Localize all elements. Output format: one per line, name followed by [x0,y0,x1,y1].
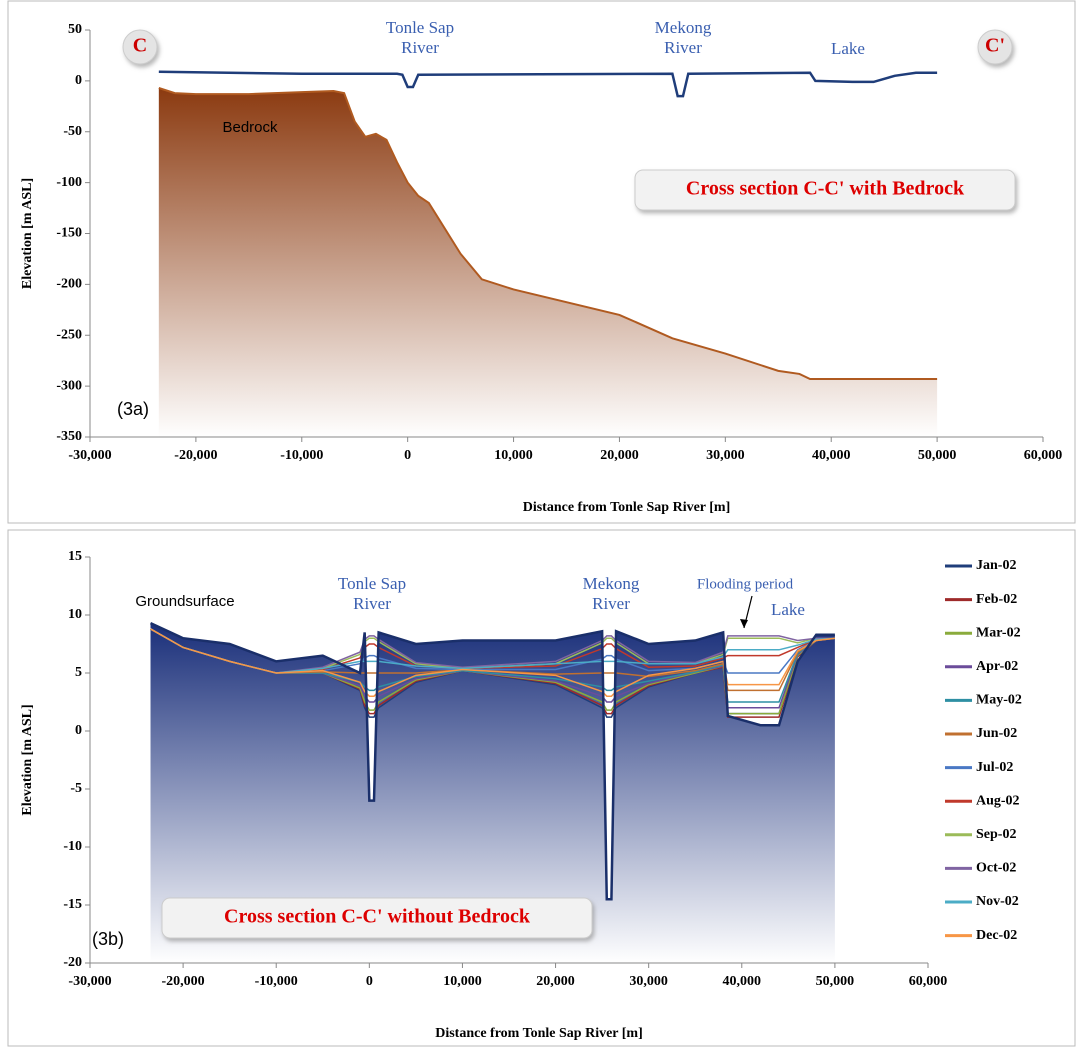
x-tick-label: 40,000 [723,974,762,989]
y-tick-label: -300 [56,378,82,393]
legend-label: Jul-02 [976,760,1013,775]
x-tick-label: -20,000 [162,974,205,989]
annotation: Flooding period [697,576,794,592]
annotation: Lake [771,600,805,619]
y-tick-label: -250 [56,327,82,342]
annotation: Tonle Sap [338,574,406,593]
legend-label: Jun-02 [976,726,1017,741]
annotation: River [401,38,439,57]
y-tick-label: -20 [63,955,82,970]
figure: 500-50-100-150-200-250-300-350-30,000-20… [0,0,1078,1048]
y-tick-label: -150 [56,226,82,241]
legend-label: Aug-02 [976,793,1020,808]
x-tick-label: -20,000 [174,448,217,463]
y-tick-label: -50 [63,124,82,139]
x-tick-label: -30,000 [68,974,111,989]
x-tick-label: 10,000 [443,974,482,989]
x-tick-label: -10,000 [255,974,298,989]
x-tick-label: 0 [366,974,373,989]
x-tick-label: 10,000 [494,448,533,463]
annotation: Cross section C-C' with Bedrock [686,178,965,200]
y-axis-title: Elevation [m ASL] [20,704,35,815]
legend-label: Oct-02 [976,861,1016,876]
x-tick-label: 0 [404,448,411,463]
x-tick-label: -30,000 [68,448,111,463]
y-tick-label: -200 [56,277,82,292]
x-tick-label: 50,000 [816,974,855,989]
page: {"chart_data": [ {"type": "line", "xlabe… [0,0,1078,1053]
y-tick-label: -5 [70,781,82,796]
annotation: River [592,594,630,613]
y-tick-label: -100 [56,175,82,190]
annotation: Tonle Sap [386,18,454,37]
y-tick-label: 50 [68,22,82,37]
annotation: River [353,594,391,613]
x-tick-label: 60,000 [1024,448,1063,463]
y-tick-label: 15 [68,549,82,564]
y-tick-label: 0 [75,73,82,88]
legend-label: Sep-02 [976,827,1016,842]
y-axis-title: Elevation [m ASL] [20,178,35,289]
annotation: River [664,38,702,57]
x-axis-title: Distance from Tonle Sap River [m] [523,500,731,515]
annotation: C [133,35,147,57]
annotation: Cross section C-C' without Bedrock [224,906,531,928]
x-tick-label: 40,000 [812,448,851,463]
annotation: C' [985,35,1005,57]
y-tick-label: -10 [63,839,82,854]
x-tick-label: 20,000 [600,448,639,463]
annotation: Mekong [583,574,640,593]
legend-label: Nov-02 [976,894,1019,909]
y-tick-label: 0 [75,723,82,738]
y-tick-label: -15 [63,897,82,912]
annotation: Bedrock [222,119,278,136]
x-tick-label: 20,000 [536,974,575,989]
x-tick-label: 30,000 [629,974,668,989]
y-tick-label: 5 [75,665,82,680]
y-tick-label: -350 [56,429,82,444]
x-tick-label: 50,000 [918,448,957,463]
legend-label: Apr-02 [976,659,1018,674]
x-tick-label: 60,000 [909,974,948,989]
legend-label: Dec-02 [976,928,1017,943]
legend-label: Jan-02 [976,558,1016,573]
legend-label: May-02 [976,693,1022,708]
x-tick-label: 30,000 [706,448,745,463]
annotation: Mekong [655,18,712,37]
legend-label: Feb-02 [976,592,1017,607]
x-tick-label: -10,000 [280,448,323,463]
y-tick-label: 10 [68,607,82,622]
x-axis-title: Distance from Tonle Sap River [m] [435,1026,643,1041]
annotation: Lake [831,39,865,58]
annotation: (3b) [92,929,124,949]
annotation: Groundsurface [135,593,234,610]
annotation: (3a) [117,399,149,419]
legend-label: Mar-02 [976,625,1021,640]
